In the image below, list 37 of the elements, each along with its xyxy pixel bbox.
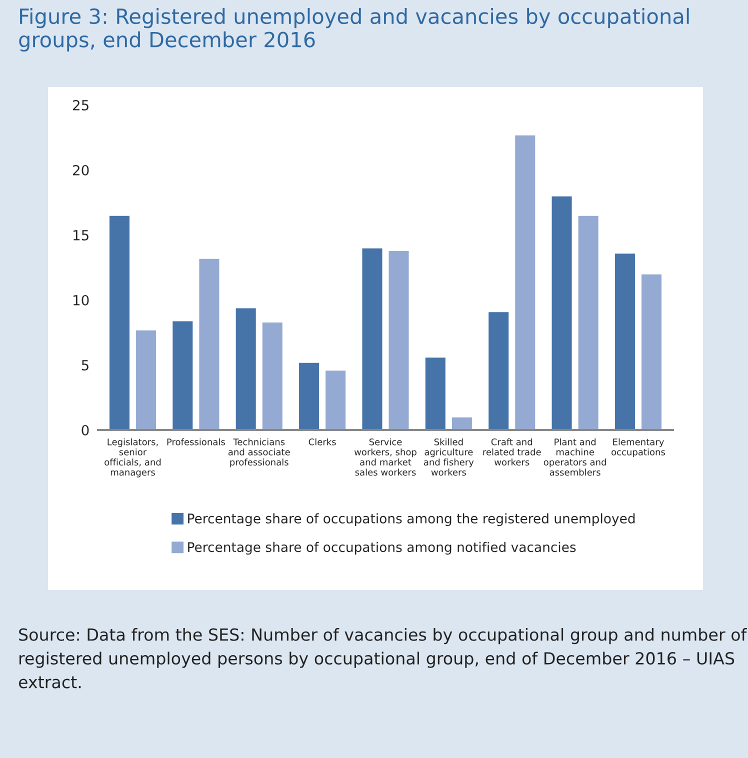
bar — [298, 362, 320, 430]
x-tick-label: Elementary occupations — [612, 438, 666, 458]
bar — [640, 274, 662, 430]
x-tick-label: Clerks — [308, 438, 336, 446]
x-tick-label: Craft and related trade workers — [483, 438, 541, 466]
legend-label: Percentage share of occupations among notified vacancies — [188, 542, 576, 555]
y-tick-label: 10 — [74, 294, 89, 306]
bar — [108, 215, 130, 430]
x-tick-label: Service workers, shop and market sales workers — [354, 438, 416, 476]
chart-title: Figure 3: Registered unemployed and vacancies by occupational groups, end December 2016 — [19, 8, 689, 52]
x-tick-label: Plant and machine operators and assemblers — [544, 438, 606, 476]
y-tick-label: 20 — [73, 164, 89, 176]
bar — [424, 356, 446, 430]
bar — [135, 329, 157, 430]
source-note: Source: Data from the SES: Number of vacancies by occupational group and number of registered unemployed persons by occupational group, end of December 2016 – UIAS extract. — [18, 628, 747, 688]
y-tick-label: 5 — [82, 360, 88, 370]
bar — [262, 322, 284, 430]
bar — [172, 320, 194, 430]
bar — [388, 250, 410, 430]
bar — [324, 370, 346, 430]
bar — [577, 215, 600, 430]
bar — [361, 248, 384, 430]
x-tick-label: Technicians and associate professionals — [228, 438, 290, 468]
bar — [514, 134, 536, 430]
x-tick-label: Professionals — [167, 438, 225, 446]
x-tick-label: Legislators, senior officials, and managers — [104, 438, 161, 478]
bar — [614, 252, 636, 430]
y-tick-label: 15 — [74, 230, 88, 240]
bar — [198, 258, 220, 430]
x-tick-label: Skilled agriculture and fishery workers — [424, 438, 474, 476]
legend-label: Percentage share of occupations among the registered unemployed — [188, 513, 635, 526]
bar — [451, 416, 473, 430]
y-tick-label: 25 — [73, 100, 88, 110]
bar — [235, 307, 257, 430]
bar — [488, 311, 510, 430]
y-tick-label: 0 — [82, 424, 89, 436]
bar — [550, 196, 573, 430]
